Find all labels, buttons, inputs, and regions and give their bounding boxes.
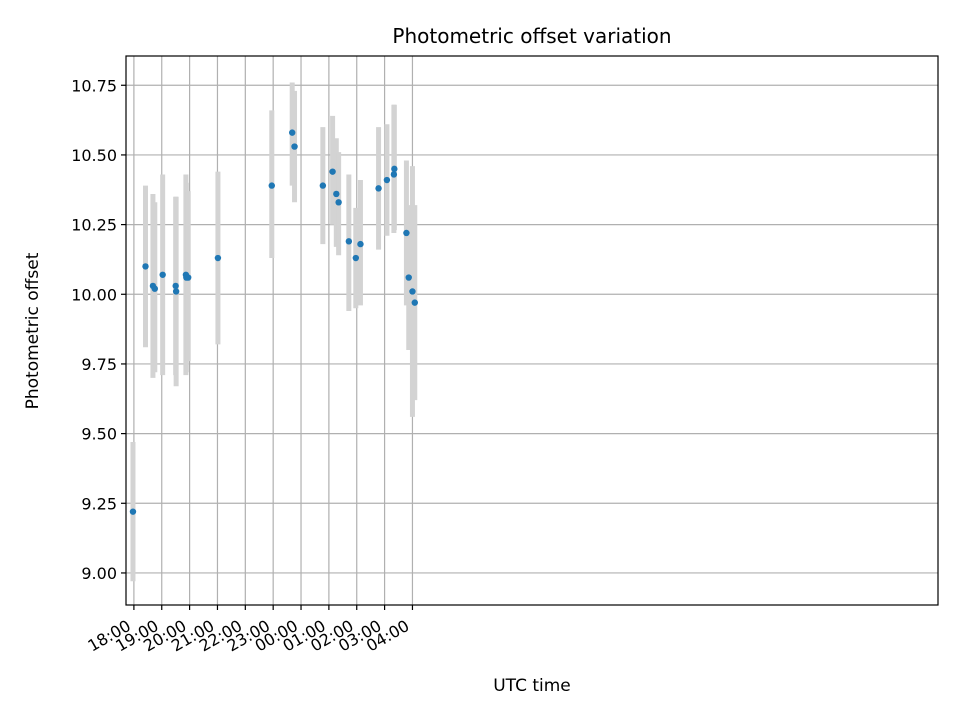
chart-title: Photometric offset variation bbox=[392, 24, 671, 48]
y-tick-label: 10.00 bbox=[71, 285, 117, 304]
data-point bbox=[352, 254, 360, 262]
data-point bbox=[391, 165, 398, 173]
y-tick-label: 10.75 bbox=[71, 76, 117, 95]
data-point bbox=[268, 182, 275, 189]
y-tick-label: 10.50 bbox=[71, 146, 117, 165]
y-axis-title: Photometric offset bbox=[23, 252, 43, 409]
data-point bbox=[185, 274, 192, 281]
data-point bbox=[291, 143, 298, 150]
y-axis-ticks: 9.00 9.25 9.50 9.75 10.00 10.25 10.50 10.75 bbox=[71, 76, 126, 583]
data-point bbox=[214, 254, 222, 262]
data-point bbox=[375, 185, 382, 192]
data-point bbox=[329, 168, 336, 175]
data-point bbox=[357, 240, 364, 248]
y-tick-label: 10.25 bbox=[71, 216, 117, 235]
data-point bbox=[383, 176, 391, 184]
data-point bbox=[345, 238, 353, 245]
y-tick-label: 9.00 bbox=[81, 564, 117, 583]
data-point bbox=[172, 282, 179, 290]
y-tick-label: 9.50 bbox=[81, 425, 117, 444]
x-axis-title: UTC time bbox=[493, 676, 571, 696]
data-point bbox=[335, 199, 342, 206]
data-point bbox=[319, 182, 327, 189]
data-point bbox=[403, 229, 410, 237]
data-point bbox=[159, 271, 166, 278]
data-point bbox=[409, 288, 416, 295]
data-point bbox=[390, 171, 398, 178]
data-point bbox=[411, 299, 418, 306]
data-point bbox=[172, 288, 180, 295]
data-point bbox=[333, 190, 340, 198]
plot-area-frame bbox=[125, 55, 939, 606]
data-point bbox=[151, 285, 158, 292]
data-point bbox=[129, 508, 137, 515]
data-points bbox=[129, 129, 418, 515]
y-tick-label: 9.75 bbox=[81, 355, 117, 374]
y-tick-label: 9.25 bbox=[81, 494, 117, 513]
data-point bbox=[405, 274, 412, 281]
data-point bbox=[289, 129, 296, 136]
data-point bbox=[142, 263, 149, 270]
